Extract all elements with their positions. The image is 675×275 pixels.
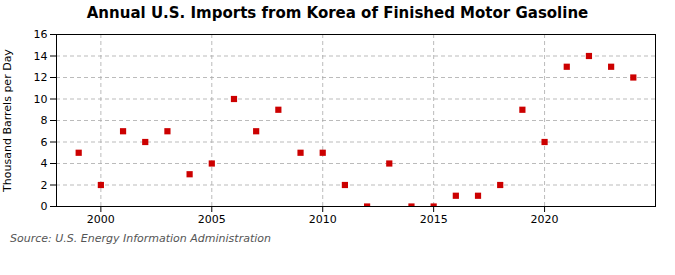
svg-text:14: 14 [34, 50, 48, 63]
html-text:Annual U.S. Imports from Korea: Annual U.S. Imports from Korea of Finish… [86, 4, 589, 22]
html-text:Source: U.S. Energy Informatio: Source: U.S. Energy Information Administ… [10, 232, 271, 245]
svg-text:2005: 2005 [198, 213, 226, 226]
svg-text:Thousand Barrels per Day: Thousand Barrels per Day [1, 49, 14, 193]
svg-text:2: 2 [41, 179, 48, 192]
svg-text:8: 8 [41, 114, 48, 127]
svg-text:12: 12 [34, 71, 48, 84]
svg-text:4: 4 [41, 157, 48, 170]
svg-text:2010: 2010 [309, 213, 337, 226]
svg-text:16: 16 [34, 28, 48, 41]
svg-text:10: 10 [34, 93, 48, 106]
svg-text:0: 0 [41, 200, 48, 213]
svg-text:2020: 2020 [531, 213, 559, 226]
svg-text:2015: 2015 [420, 213, 448, 226]
svg-text:6: 6 [41, 136, 48, 149]
svg-text:2000: 2000 [87, 213, 115, 226]
